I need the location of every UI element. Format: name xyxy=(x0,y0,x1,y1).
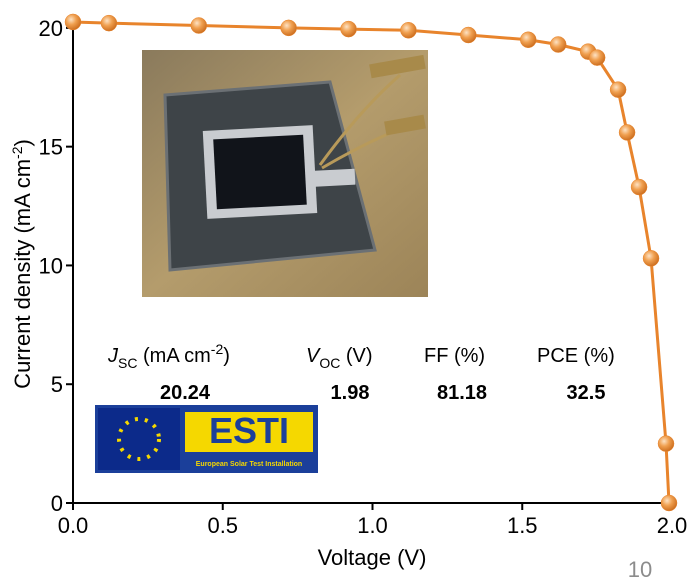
y-tick-label: 0 xyxy=(51,491,63,516)
x-axis-title: Voltage (V) xyxy=(318,545,427,570)
plot: 0.0 0.5 1.0 1.5 2.0 0 5 10 15 20 xyxy=(39,13,688,538)
value-pce: 32.5 xyxy=(567,382,606,404)
h-sub: SC xyxy=(118,355,137,371)
data-point xyxy=(190,17,208,34)
h-sub: OC xyxy=(319,355,340,371)
header-voc: VOC (V) xyxy=(306,345,373,371)
h-sym: V xyxy=(306,345,321,367)
header-ff: FF (%) xyxy=(424,345,485,367)
page-number: 10 xyxy=(628,557,652,582)
y-title-sup: -2 xyxy=(9,146,25,159)
data-point xyxy=(460,26,477,44)
device-photo xyxy=(142,50,428,297)
x-tick-label: 1.5 xyxy=(507,513,538,538)
data-point xyxy=(280,19,297,37)
logo-caption: European Solar Test Installation xyxy=(196,461,302,468)
h-unit: (V) xyxy=(340,345,372,367)
data-point xyxy=(642,250,660,267)
data-point xyxy=(519,31,537,49)
data-point xyxy=(400,22,417,39)
value-jsc: 20.24 xyxy=(160,382,211,404)
x-tick-label: 0.0 xyxy=(58,513,89,538)
y-tick-label: 5 xyxy=(51,372,63,397)
h-unit: (mA cm xyxy=(137,345,210,367)
y-title-end: ) xyxy=(10,139,35,146)
header-pce: PCE (%) xyxy=(537,345,615,367)
data-point xyxy=(588,49,606,66)
data-point xyxy=(630,178,648,196)
h-sym: J xyxy=(107,345,119,367)
data-point xyxy=(609,81,627,98)
header-jsc: JSC (mA cm-2) xyxy=(107,341,230,371)
data-point xyxy=(100,14,118,32)
data-point xyxy=(660,494,678,512)
data-point xyxy=(64,13,82,31)
data-point xyxy=(340,20,357,38)
esti-logo: ESTI European Solar Test Installation xyxy=(95,405,318,473)
x-tick-label: 0.5 xyxy=(207,513,238,538)
y-tick-label: 15 xyxy=(39,135,63,160)
data-point xyxy=(657,435,675,452)
h-end: ) xyxy=(223,345,230,367)
y-title-text: Current density (mA cm xyxy=(10,159,35,389)
data-point xyxy=(618,124,636,141)
y-axis-title: Current density (mA cm-2) xyxy=(9,139,35,389)
x-tick-label: 2.0 xyxy=(657,513,688,538)
logo-text: ESTI xyxy=(209,410,289,451)
value-voc: 1.98 xyxy=(331,382,370,404)
y-tick-label: 20 xyxy=(39,16,63,41)
y-tick-label: 10 xyxy=(39,253,63,278)
x-tick-label: 1.0 xyxy=(357,513,388,538)
value-ff: 81.18 xyxy=(437,382,487,404)
h-sup: -2 xyxy=(211,341,224,357)
data-point xyxy=(549,36,567,53)
